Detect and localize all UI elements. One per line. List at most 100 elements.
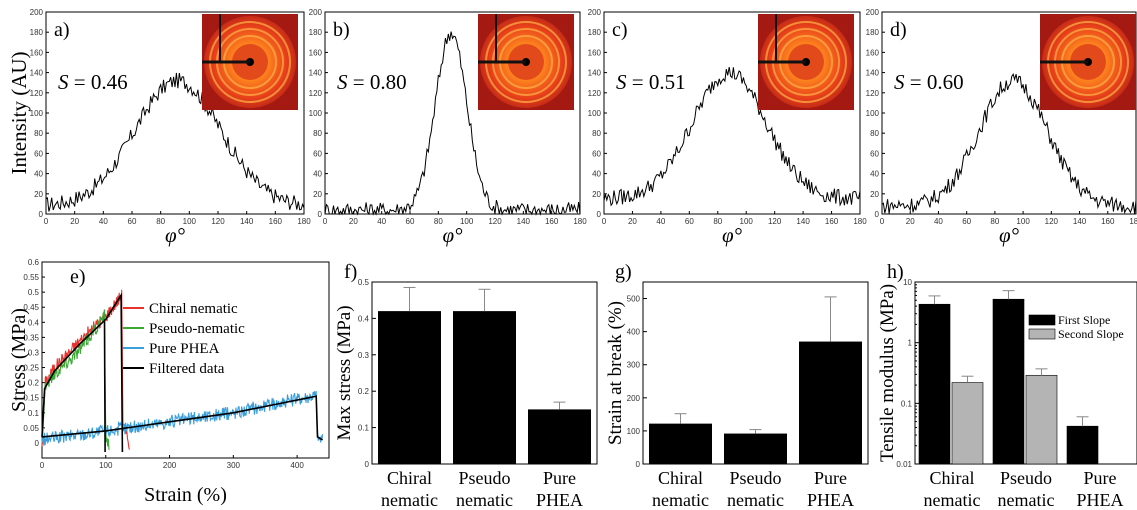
category-label: Chiral xyxy=(930,468,975,488)
legend-swatch xyxy=(1028,314,1056,326)
x-tick-label: 20 xyxy=(628,217,637,226)
x-tick-label: 120 xyxy=(768,217,782,226)
y-tick-label: 100 xyxy=(309,109,323,118)
x-tick-label: 100 xyxy=(99,461,113,470)
bar xyxy=(724,433,787,464)
y-tick-label: 40 xyxy=(313,170,322,179)
y-tick-label: 0.2 xyxy=(28,379,40,388)
y-tick-label: 0 xyxy=(318,210,323,219)
category-label: Pseudo xyxy=(1000,468,1052,488)
y-tick-label: 0 xyxy=(39,210,44,219)
filtered-line-0 xyxy=(41,292,124,453)
panel-label: g) xyxy=(615,261,632,283)
x-tick-label: 0 xyxy=(602,217,607,226)
x-tick-label: 140 xyxy=(1073,217,1087,226)
order-parameter-label: S = 0.51 xyxy=(616,70,686,94)
y-tick-label: 0.5 xyxy=(28,288,40,297)
x-tick-label: 180 xyxy=(297,217,311,226)
y-tick-label: 100 xyxy=(627,427,641,436)
legend-label: Pseudo-nematic xyxy=(149,321,245,337)
y-tick-label: 0.25 xyxy=(23,364,39,373)
y-tick-label: 20 xyxy=(870,190,879,199)
bar xyxy=(453,311,516,464)
y-tick-label: 80 xyxy=(313,129,322,138)
y-tick-label: 140 xyxy=(588,69,602,78)
y-axis-label: Strain at break (%) xyxy=(605,301,626,445)
panel-label: d) xyxy=(890,19,907,41)
y-tick-label: 200 xyxy=(866,8,880,17)
x-tick-label: 160 xyxy=(545,217,559,226)
y-tick-label: 0.1 xyxy=(901,399,913,408)
order-parameter-symbol: S xyxy=(894,70,905,94)
x-tick-label: 20 xyxy=(70,217,79,226)
x-tick-label: 140 xyxy=(240,217,254,226)
y-tick-label: 0.3 xyxy=(28,348,40,357)
y-tick-label: 0.1 xyxy=(28,409,40,418)
y-tick-label: 0.45 xyxy=(23,303,39,312)
panel-b: 0 20 40 60 80 100 120 140 160 180 0 20 40 60 80 100 120 1… xyxy=(309,8,588,247)
panel-e: 0 100 200 300 400 0 0.05 0.1 0.15 0.2 0.25 0.3 0.35 0… xyxy=(8,258,330,506)
order-parameter-value: = 0.51 xyxy=(627,70,686,94)
filtered-line-2 xyxy=(41,395,324,441)
y-tick-label: 1 xyxy=(908,339,913,348)
y-tick-label: 0.4 xyxy=(28,318,40,327)
panel-f: 00.10.20.30.40.5ChiralnematicPseudonemat… xyxy=(334,261,598,510)
panel-label: a) xyxy=(54,19,70,41)
order-parameter-symbol: S xyxy=(58,70,69,94)
y-tick-label: 140 xyxy=(866,69,880,78)
filtered-line-1 xyxy=(103,319,106,453)
series-line-1 xyxy=(41,309,110,450)
y-axis-label: Stress (MPa) xyxy=(8,308,30,412)
category-label: nematic xyxy=(998,490,1055,510)
y-tick-label: 0.1 xyxy=(358,424,370,433)
y-tick-label: 120 xyxy=(588,89,602,98)
y-tick-label: 120 xyxy=(309,89,323,98)
y-tick-label: 40 xyxy=(34,170,43,179)
x-axis-label: Strain (%) xyxy=(144,484,227,506)
y-tick-label: 60 xyxy=(870,149,879,158)
legend-label: Chiral nematic xyxy=(149,301,238,317)
y-tick-label: 0.01 xyxy=(896,460,912,469)
x-tick-label: 400 xyxy=(290,461,304,470)
plot-frame xyxy=(41,261,330,459)
order-parameter-symbol: S xyxy=(616,70,627,94)
y-tick-label: 0.35 xyxy=(23,333,39,342)
y-tick-label: 0 xyxy=(35,439,40,448)
y-axis-label: Max stress (MPa) xyxy=(334,305,355,440)
category-label: nematic xyxy=(924,490,981,510)
y-tick-label: 200 xyxy=(588,8,602,17)
y-tick-label: 100 xyxy=(30,109,44,118)
y-tick-label: 20 xyxy=(313,190,322,199)
legend-label: Filtered data xyxy=(149,361,225,377)
y-tick-label: 20 xyxy=(34,190,43,199)
x-tick-label: 60 xyxy=(685,217,694,226)
order-parameter-label: S = 0.60 xyxy=(894,70,964,94)
y-tick-label: 160 xyxy=(866,48,880,57)
legend-label: Second Slope xyxy=(1058,327,1124,341)
x-tick-label: 80 xyxy=(713,217,722,226)
panel-label: c) xyxy=(612,19,628,41)
x-tick-label: 180 xyxy=(853,217,867,226)
y-tick-label: 160 xyxy=(588,48,602,57)
x-tick-label: 160 xyxy=(1101,217,1115,226)
category-label: Pseudo xyxy=(729,468,781,488)
category-label: PHEA xyxy=(1076,490,1123,510)
x-tick-label: 120 xyxy=(488,217,502,226)
y-tick-label: 120 xyxy=(30,89,44,98)
legend-swatch xyxy=(1028,328,1056,340)
x-tick-label: 0 xyxy=(44,217,49,226)
y-tick-label: 120 xyxy=(866,89,880,98)
bar xyxy=(378,311,441,464)
category-label: nematic xyxy=(727,490,784,510)
panel-c: 0 20 40 60 80 100 120 140 160 180 0 20 40 60 80 100 120 1… xyxy=(588,8,868,247)
y-tick-label: 60 xyxy=(34,149,43,158)
y-tick-label: 0.6 xyxy=(28,258,40,267)
bar xyxy=(992,298,1025,465)
y-tick-label: 0.15 xyxy=(23,394,39,403)
bar xyxy=(799,341,862,464)
y-tick-label: 140 xyxy=(309,69,323,78)
y-tick-label: 10 xyxy=(903,278,912,287)
y-tick-label: 0 xyxy=(636,460,641,469)
y-tick-label: 60 xyxy=(313,149,322,158)
